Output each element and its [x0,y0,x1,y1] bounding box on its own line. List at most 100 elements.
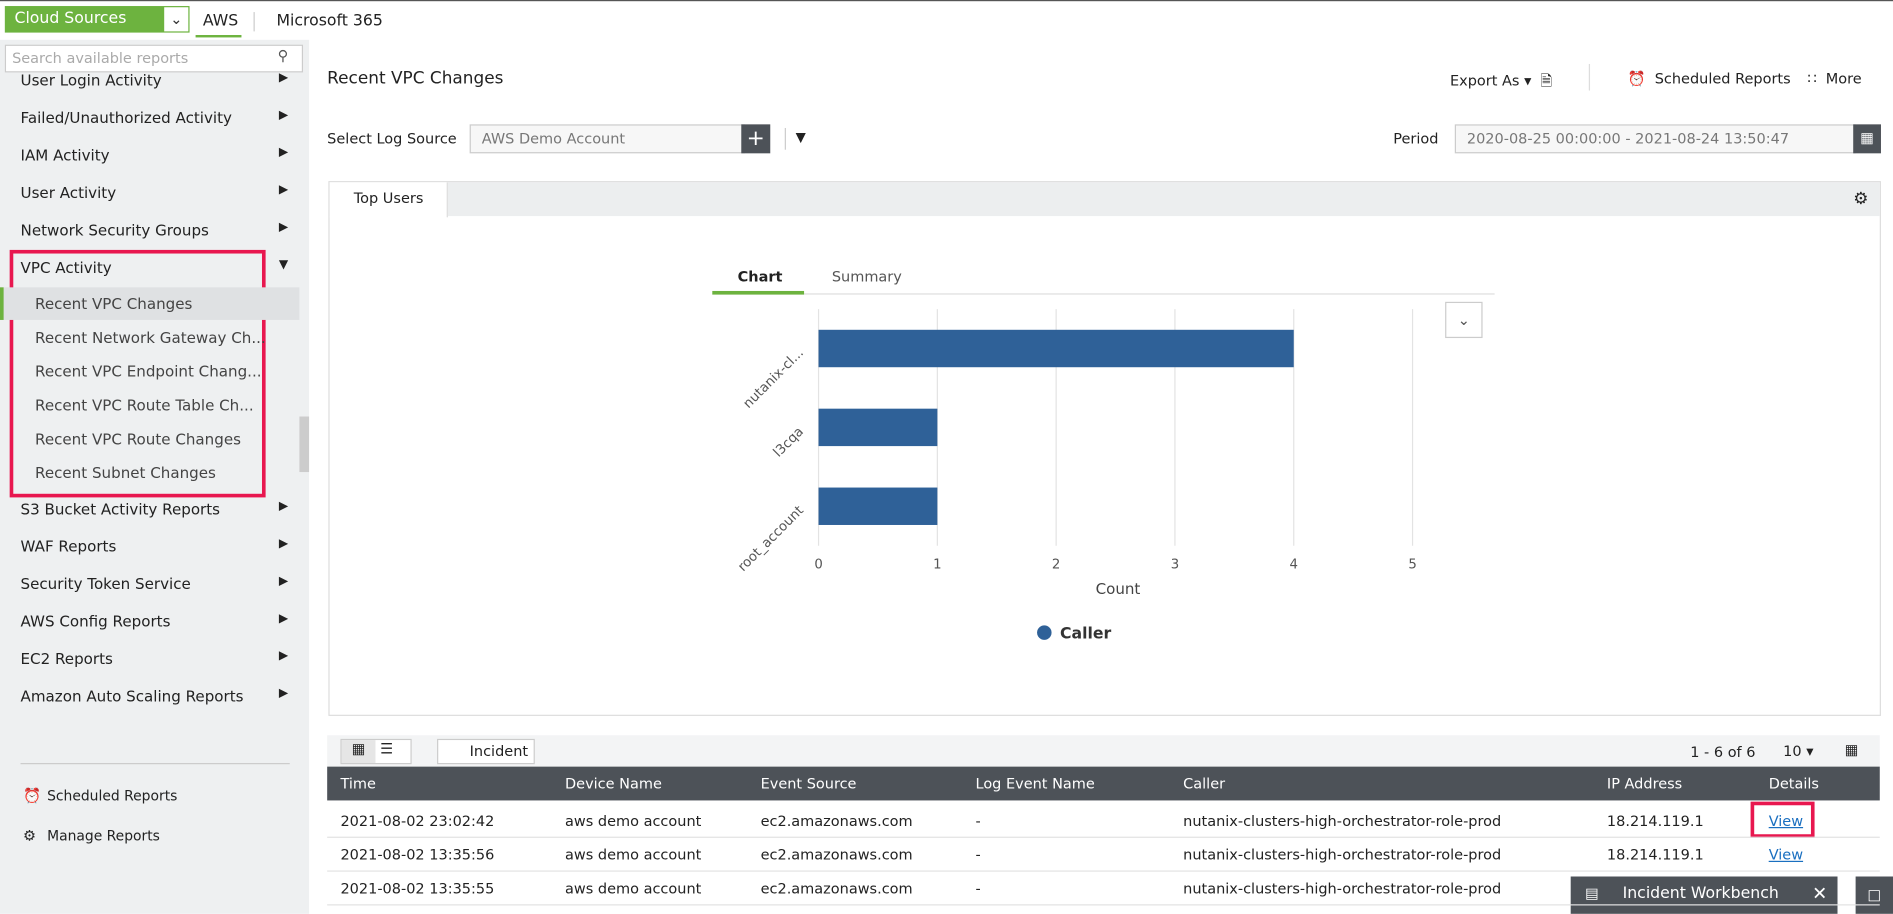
sidebar-subitem[interactable]: Recent VPC Changes [35,294,193,313]
y-tick-label: nutanix-cl... [741,346,807,412]
workbench-icon: ▤ [1585,884,1599,902]
top-tab[interactable]: Microsoft 365 [276,12,383,31]
top-edge [0,0,1893,2]
column-header[interactable]: Event Source [760,775,857,792]
x-tick-label: 5 [1408,558,1416,573]
export-label: Export As [1449,72,1520,90]
close-icon[interactable]: ✕ [1812,882,1828,905]
table-cell: ec2.amazonaws.com [760,812,913,830]
sidebar-arrow: ▶ [278,686,289,701]
sidebar-item[interactable]: EC2 Reports [20,649,113,668]
sidebar-subitem[interactable]: Recent Network Gateway Ch... [35,328,266,347]
sidebar-subitem[interactable]: Recent VPC Route Changes [35,429,241,448]
chart-tabs-line [712,293,1495,295]
sidebar-item[interactable]: AWS Config Reports [20,612,171,631]
column-header[interactable]: Details [1768,775,1819,792]
table-cell: - [975,880,981,898]
columns-icon[interactable]: ▦ [1844,741,1859,759]
chat-button[interactable]: □ [1855,876,1893,914]
summary-tab[interactable]: Summary [831,268,902,285]
x-tick-label: 1 [933,558,941,573]
period-label: Period [1393,130,1439,148]
log-source-input[interactable]: AWS Demo Account [469,124,745,154]
sidebar-handle[interactable] [299,416,310,473]
workbench-bar[interactable]: ▤ Incident Workbench ✕ [1570,876,1838,914]
list-view[interactable]: ☰ [380,740,394,757]
sidebar-subitem[interactable]: Recent VPC Route Table Ch... [35,395,254,415]
sidebar [0,39,310,914]
scheduled-button[interactable]: ⏰ Scheduled Reports [1627,70,1791,87]
page-size[interactable]: 10 ▾ [1783,742,1814,760]
incident-label: Incident [469,742,529,760]
footer-link[interactable]: Scheduled Reports [47,787,178,805]
calendar-button[interactable]: ▦ [1853,124,1881,154]
view-link[interactable]: View [1768,846,1804,864]
period-input[interactable]: 2020-08-25 00:00:00 - 2021-08-24 13:50:4… [1454,124,1856,154]
search-box[interactable]: Search available reports ⚲ [4,44,304,73]
sidebar-arrow: ▶ [278,71,289,85]
more-button[interactable]: ∷ More [1807,70,1862,87]
report-title: Recent VPC Changes [327,68,504,89]
sidebar-subitem[interactable]: Recent Subnet Changes [35,463,216,482]
more-label: More [1825,70,1862,87]
column-header[interactable]: IP Address [1606,775,1683,792]
sidebar-item[interactable]: User Login Activity [20,71,162,90]
column-header[interactable]: Time [340,775,376,792]
sidebar-item[interactable]: VPC Activity [20,258,112,277]
chart-menu[interactable]: ⌄ [1445,301,1483,339]
log-source-label: Select Log Source [327,130,457,148]
table-cell: 2021-08-02 13:35:55 [340,880,495,898]
sidebar-item[interactable]: Network Security Groups [20,220,209,240]
highlight-box [1750,801,1815,838]
sidebar-arrow: ▶ [278,146,289,160]
export-button[interactable]: Export As ▾ 🗎 [1449,72,1553,90]
bar [818,487,938,525]
bar [818,408,938,447]
table-cell: 18.214.119.1 [1606,812,1704,830]
sidebar-subitem[interactable]: Recent VPC Endpoint Chang... [35,362,262,381]
sidebar-arrow: ▶ [278,649,289,663]
filter-icon[interactable]: ▼ [795,129,806,145]
sidebar-arrow: ▶ [278,108,289,122]
sidebar-item[interactable]: WAF Reports [20,537,117,556]
column-header[interactable]: Caller [1183,775,1226,792]
column-header[interactable]: Device Name [565,775,662,792]
selected-row [0,287,300,320]
sidebar-item[interactable]: Amazon Auto Scaling Reports [20,686,244,706]
y-tick-label: l3cqa [771,424,807,460]
separator [253,12,255,32]
search-placeholder: Search available reports [12,49,189,67]
separator [1588,63,1591,91]
top-tab[interactable]: AWS [202,12,239,31]
chart-tab[interactable]: Chart [737,268,783,285]
table-cell: 2021-08-02 23:02:42 [340,812,495,830]
add-button[interactable]: + [741,124,771,154]
page-size-value: 10 [1783,742,1802,760]
panel-tab[interactable]: Top Users [329,182,448,218]
table-cell: aws demo account [565,846,702,864]
sidebar-item[interactable]: S3 Bucket Activity Reports [20,499,221,518]
x-axis-title: Count [1096,580,1141,598]
table-cell: nutanix-clusters-high-orchestrator-role-… [1183,880,1502,898]
sidebar-item[interactable]: Failed/Unauthorized Activity [20,108,232,127]
source-dropdown[interactable]: Cloud Sources ⌄ [4,6,190,33]
footer-icon: ⏰ [22,787,41,805]
column-header[interactable]: Log Event Name [975,775,1095,792]
sidebar-item[interactable]: User Activity [20,183,117,202]
sidebar-item[interactable]: Security Token Service [20,574,191,593]
footer-link[interactable]: Manage Reports [47,827,160,844]
x-tick-label: 0 [814,558,822,573]
sidebar-arrow: ▶ [278,220,289,235]
sidebar-item[interactable]: IAM Activity [20,146,110,165]
view-toggle[interactable]: ▦ ☰ [340,738,412,765]
settings-icon[interactable]: ⚙ [1853,189,1869,209]
grid-view[interactable]: ▦ [341,740,376,764]
period-value: 2020-08-25 00:00:00 - 2021-08-24 13:50:4… [1466,130,1790,148]
panel-tab-label: Top Users [353,189,424,207]
view-link[interactable]: View [1768,812,1804,830]
table-toolbar [327,735,1880,767]
table-cell: - [975,812,981,830]
incident-button[interactable]: Incident [437,738,535,765]
dropdown-arrow: ⌄ [164,7,189,32]
